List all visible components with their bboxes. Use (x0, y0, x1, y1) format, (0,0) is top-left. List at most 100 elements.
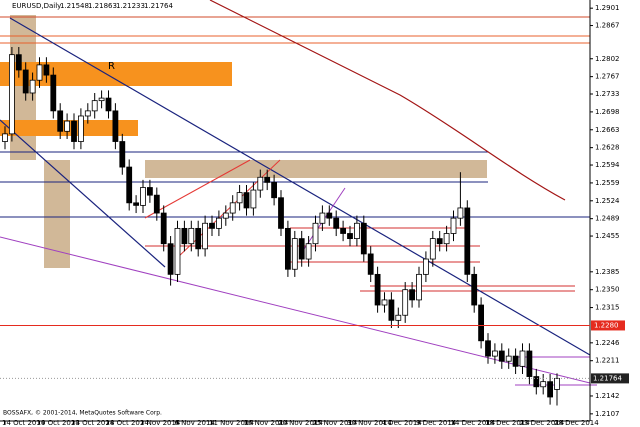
y-tick-label: 1.2594 (595, 161, 620, 169)
candle-body (457, 207, 464, 219)
candle-body (84, 110, 91, 117)
candle-body (29, 79, 36, 94)
candle-body (229, 202, 236, 214)
annotation: R (108, 61, 115, 72)
y-tick-label: 1.2767 (595, 73, 620, 81)
x-tick-label: 4 Dec 2014 (382, 419, 423, 427)
candle-body (533, 376, 540, 388)
x-tick-label: 16 Nov 2014 (244, 419, 289, 427)
x-tick-label: 2 Nov 2014 (140, 419, 181, 427)
x-tick-label: 14 Oct 2014 (2, 419, 46, 427)
y-tick-label: 1.2867 (595, 22, 620, 30)
y-tick-label: 1.2733 (595, 90, 620, 98)
candle-body (491, 350, 498, 357)
bid-label: 1.21764 (593, 374, 622, 382)
candle-body (174, 227, 181, 275)
candle-body (250, 189, 257, 209)
candle-body (519, 350, 526, 367)
y-tick-label: 1.2559 (595, 179, 620, 187)
candle-body (264, 176, 271, 183)
candle-body (353, 222, 360, 240)
candle-body (133, 202, 140, 206)
candle-body (78, 115, 84, 142)
candle-body (91, 100, 98, 112)
candle-body (416, 273, 422, 301)
candle-body (443, 233, 450, 245)
y-tick-label: 1.2698 (595, 108, 620, 116)
candle-body (498, 350, 505, 362)
candle-body (202, 222, 209, 250)
chart-title: EURUSD,Daily (12, 2, 61, 10)
x-tick-label: 6 Nov 2014 (175, 419, 216, 427)
candle-body (140, 187, 146, 206)
candle-body (319, 212, 326, 224)
x-tick-label: 23 Oct 2014 (71, 419, 115, 427)
x-tick-label: 20 Nov 2014 (278, 419, 323, 427)
candle-body (422, 258, 429, 275)
zone (44, 160, 70, 268)
y-tick-label: 1.2211 (595, 357, 620, 365)
candle-body (43, 64, 50, 76)
ohlc-low: 1.21233 (116, 2, 145, 10)
candle-body (236, 192, 243, 204)
candle-body (367, 253, 374, 275)
candle-body (381, 299, 388, 306)
ohlc-close: 1.21764 (144, 2, 173, 10)
candle-body (284, 227, 291, 270)
candle-body (450, 217, 457, 234)
x-tick-label: 23 Dec 2014 (520, 419, 565, 427)
ohlc-open: 1.21548 (60, 2, 89, 10)
x-tick-label: 18 Dec 2014 (485, 419, 530, 427)
y-tick-label: 1.2107 (595, 410, 620, 418)
channel-line (144, 159, 251, 219)
candle-body (388, 299, 395, 321)
candle-body (278, 197, 284, 229)
candles (2, 47, 560, 406)
y-tick-label: 1.2315 (595, 304, 620, 312)
y-tick-label: 1.2524 (595, 197, 620, 205)
candle-body (512, 355, 519, 367)
candle-body (347, 233, 353, 240)
candle-body (98, 97, 105, 102)
candle-body (195, 227, 202, 250)
candle-body (215, 217, 222, 229)
candle-body (57, 110, 64, 132)
candle-body (436, 238, 443, 245)
candle-body (167, 243, 174, 275)
x-tick-label: 28 Oct 2014 (106, 419, 150, 427)
candle-body (360, 222, 367, 255)
candle-body (209, 222, 215, 229)
candle-body (540, 381, 547, 388)
y-tick-label: 1.2350 (595, 286, 620, 294)
candle-body (505, 355, 512, 362)
y-tick-label: 1.2489 (595, 215, 620, 223)
candle-body (243, 192, 250, 209)
candle-body (547, 381, 553, 398)
x-tick-label: 30 Nov 2014 (347, 419, 392, 427)
candle-body (291, 238, 298, 270)
y-tick-label: 1.2455 (595, 232, 620, 240)
trend-line (0, 119, 166, 268)
candle-body (409, 289, 416, 301)
candle-body (374, 273, 381, 306)
x-tick-label: 14 Dec 2014 (451, 419, 496, 427)
candle-body (402, 289, 409, 316)
candle-body (112, 110, 119, 142)
candle-body (478, 304, 485, 342)
ohlc-high: 1.21863 (88, 2, 117, 10)
zone (145, 160, 487, 178)
candle-body (526, 350, 533, 377)
y-tick-label: 1.2663 (595, 126, 620, 134)
candle-body (2, 133, 8, 142)
y-tick-label: 1.2246 (595, 339, 620, 347)
x-tick-label: 28 Dec 2014 (554, 419, 599, 427)
y-tick-label: 1.2901 (595, 4, 620, 12)
moving-average (209, 0, 566, 201)
candle-body (181, 227, 188, 245)
candle-body (153, 194, 160, 214)
candle-body (312, 222, 319, 245)
candle-body (50, 74, 57, 112)
candle-body (222, 212, 229, 219)
x-tick-label: 11 Nov 2014 (209, 419, 254, 427)
